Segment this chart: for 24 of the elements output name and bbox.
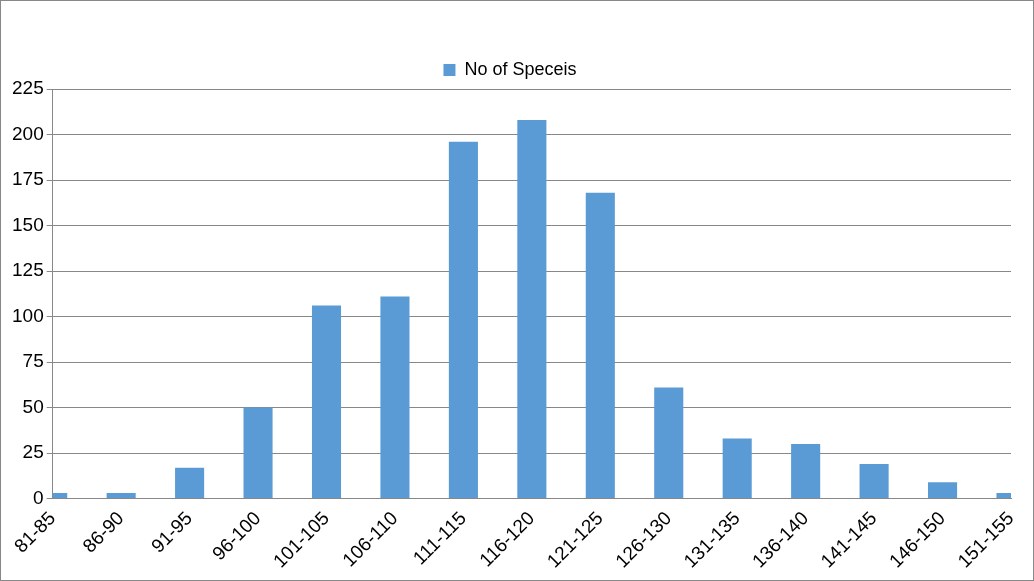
y-tick-label: 150	[12, 213, 44, 235]
bar	[243, 407, 273, 499]
y-tick-label: 0	[33, 486, 44, 508]
bar	[380, 296, 410, 499]
bar	[791, 443, 821, 499]
bar	[654, 387, 684, 499]
bar	[448, 141, 478, 499]
legend-label: No of Speceis	[464, 58, 577, 79]
y-tick-label: 100	[12, 304, 44, 326]
bar	[175, 467, 205, 499]
bar	[585, 192, 615, 499]
y-tick-label: 200	[12, 122, 44, 144]
bar	[517, 119, 547, 499]
bar	[928, 482, 958, 499]
y-tick-label: 125	[12, 259, 44, 281]
bar	[859, 463, 889, 499]
y-tick-label: 50	[22, 395, 44, 417]
y-tick-label: 25	[22, 441, 44, 463]
y-tick-label: 175	[12, 168, 44, 190]
bar	[106, 493, 136, 499]
y-tick-label: 75	[22, 350, 44, 372]
bar	[722, 438, 752, 499]
y-tick-label: 225	[12, 77, 44, 99]
bar	[311, 305, 342, 499]
